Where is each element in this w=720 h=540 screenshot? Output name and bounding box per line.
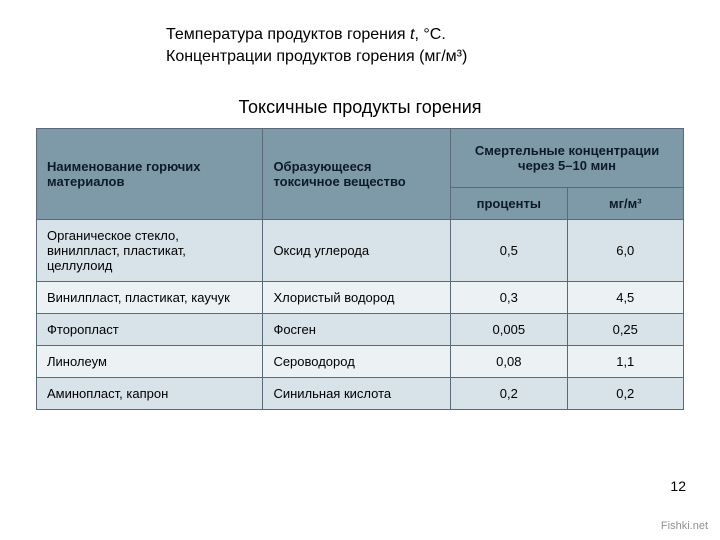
- cell-percent: 0,2: [451, 377, 567, 409]
- cell-substance: Хлористый водород: [263, 281, 451, 313]
- title-block: Температура продуктов горения t, °С. Кон…: [166, 24, 684, 69]
- table-body: Органическое стекло, винилпласт, пластик…: [37, 219, 684, 409]
- cell-mgm3: 1,1: [567, 345, 683, 377]
- title-1b: , °С.: [414, 26, 445, 43]
- cell-substance: Фосген: [263, 313, 451, 345]
- cell-percent: 0,005: [451, 313, 567, 345]
- th-mgm3: мг/м³: [567, 187, 683, 219]
- cell-mgm3: 0,25: [567, 313, 683, 345]
- cell-mgm3: 0,2: [567, 377, 683, 409]
- table-row: Фторопласт Фосген 0,005 0,25: [37, 313, 684, 345]
- cell-material: Винилпласт, пластикат, каучук: [37, 281, 263, 313]
- cell-material: Органическое стекло, винилпласт, пластик…: [37, 219, 263, 281]
- cell-percent: 0,3: [451, 281, 567, 313]
- cell-substance: Оксид углерода: [263, 219, 451, 281]
- title-1a: Температура продуктов горения: [166, 26, 410, 43]
- th-substance: Образующееся токсичное вещество: [263, 128, 451, 219]
- cell-percent: 0,08: [451, 345, 567, 377]
- th-percent: проценты: [451, 187, 567, 219]
- cell-material: Линолеум: [37, 345, 263, 377]
- title-line-2: Концентрации продуктов горения (мг/м³): [166, 46, 684, 68]
- cell-substance: Сероводород: [263, 345, 451, 377]
- table-row: Аминопласт, капрон Синильная кислота 0,2…: [37, 377, 684, 409]
- subtitle: Токсичные продукты горения: [36, 97, 684, 118]
- cell-percent: 0,5: [451, 219, 567, 281]
- th-lethal-group: Смертельные концентрации через 5–10 мин: [451, 128, 684, 187]
- table-row: Линолеум Сероводород 0,08 1,1: [37, 345, 684, 377]
- cell-mgm3: 6,0: [567, 219, 683, 281]
- cell-material: Фторопласт: [37, 313, 263, 345]
- page-number: 12: [670, 478, 686, 494]
- th-materials: Наименование горючих материалов: [37, 128, 263, 219]
- combustion-table: Наименование горючих материалов Образующ…: [36, 128, 684, 410]
- cell-material: Аминопласт, капрон: [37, 377, 263, 409]
- table-row: Органическое стекло, винилпласт, пластик…: [37, 219, 684, 281]
- watermark: Fishki.net: [661, 520, 708, 532]
- cell-mgm3: 4,5: [567, 281, 683, 313]
- table-row: Винилпласт, пластикат, каучук Хлористый …: [37, 281, 684, 313]
- title-line-1: Температура продуктов горения t, °С.: [166, 24, 684, 46]
- cell-substance: Синильная кислота: [263, 377, 451, 409]
